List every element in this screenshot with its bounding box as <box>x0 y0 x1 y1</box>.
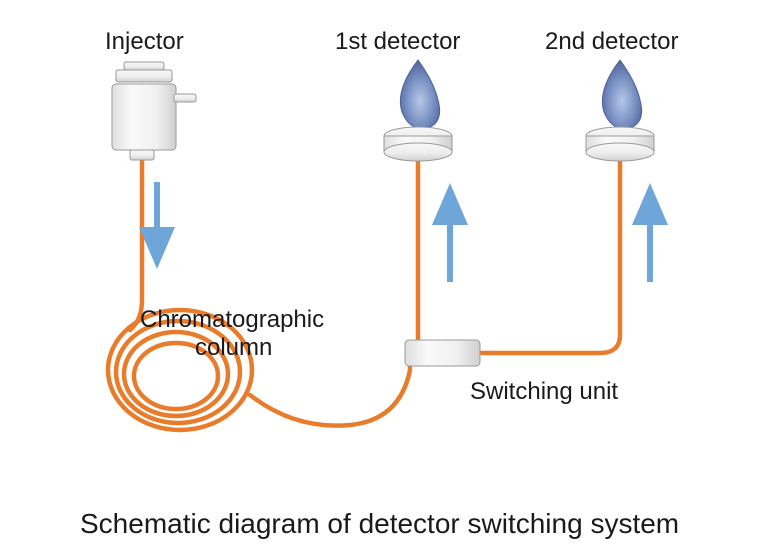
column-label-line2: column <box>195 334 272 362</box>
flame-icon <box>602 60 641 129</box>
switching-unit-label: Switching unit <box>470 378 618 406</box>
tube-injector-to-coil <box>130 150 142 330</box>
tube-coil-to-switch <box>250 362 410 426</box>
flame-icon <box>400 60 439 129</box>
switching-unit-component <box>405 340 480 366</box>
diagram-canvas <box>0 0 780 560</box>
flow-arrows <box>157 182 650 282</box>
injector-label: Injector <box>105 28 184 56</box>
detector-1-label: 1st detector <box>335 28 460 56</box>
column-label-line1: Chromatographic <box>140 306 324 334</box>
tube-switch-to-det2 <box>480 148 620 353</box>
detector-2-component <box>586 60 654 161</box>
detector-2-label: 2nd detector <box>545 28 678 56</box>
detector-1-component <box>384 60 452 161</box>
injector-component <box>112 62 196 160</box>
diagram-caption: Schematic diagram of detector switching … <box>80 508 679 540</box>
